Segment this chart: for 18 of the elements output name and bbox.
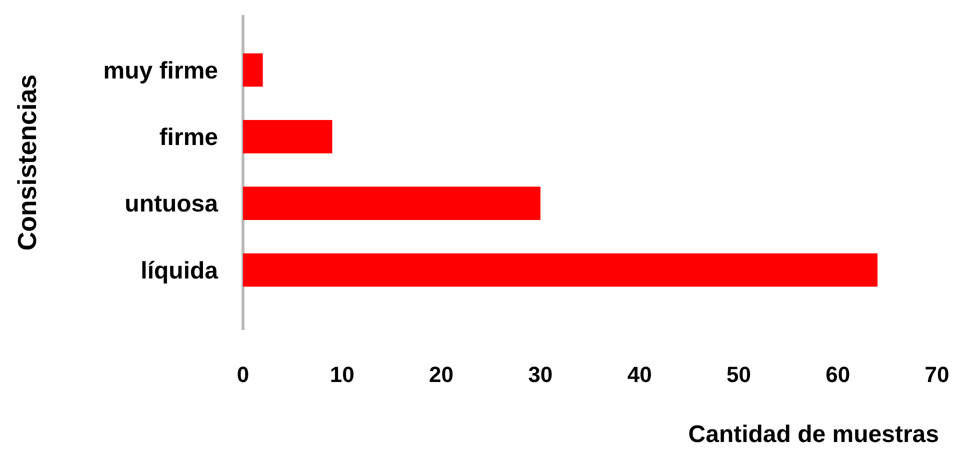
- y-tick-label: muy firme: [103, 57, 218, 84]
- x-tick-label: 0: [236, 362, 250, 387]
- y-axis-title: Consistencias: [12, 74, 42, 251]
- bar: [243, 186, 540, 220]
- x-tick-label: 30: [528, 362, 553, 387]
- x-tick-label: 40: [627, 362, 652, 387]
- y-tick-label: untuosa: [124, 190, 219, 218]
- x-tick-label: 20: [429, 362, 454, 387]
- bar: [243, 53, 263, 87]
- x-tick-label: 60: [826, 362, 850, 387]
- x-axis-title: Cantidad de muestras: [688, 421, 939, 448]
- bar: [243, 253, 878, 287]
- x-tick-label: 50: [726, 362, 751, 387]
- x-tick-label: 10: [330, 362, 354, 387]
- y-tick-label: firme: [159, 124, 218, 152]
- bar: [243, 120, 332, 154]
- y-tick-label: líquida: [140, 257, 219, 284]
- x-tick-label: 70: [924, 362, 950, 387]
